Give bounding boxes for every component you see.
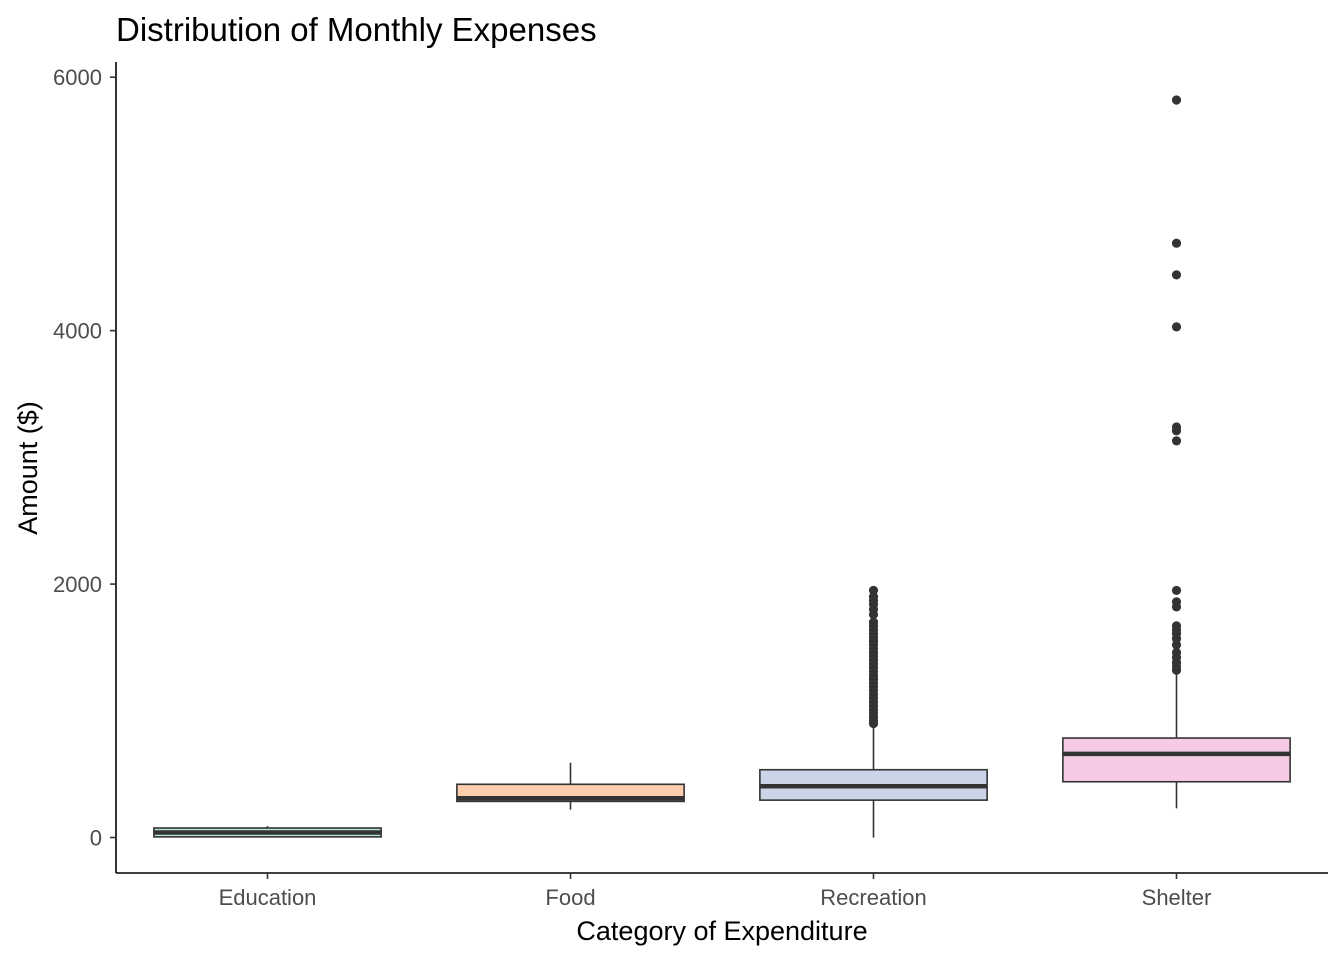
- y-tick-label: 6000: [53, 65, 102, 90]
- x-tick-label: Recreation: [820, 885, 926, 910]
- outlier-point-shelter: [1171, 640, 1182, 650]
- x-axis-title: Category of Expenditure: [576, 916, 867, 946]
- x-tick-label: Food: [545, 885, 595, 910]
- plot-area: [153, 95, 1291, 838]
- outlier-point-recreation: [868, 592, 879, 602]
- y-axis-title: Amount ($): [13, 401, 43, 535]
- outlier-point-shelter: [1171, 270, 1182, 280]
- outlier-point-shelter: [1171, 238, 1182, 248]
- outlier-point-shelter: [1171, 436, 1182, 446]
- box-recreation: [759, 585, 988, 838]
- y-axis-ticks: 0 2000 4000 6000: [53, 65, 116, 851]
- chart-title: Distribution of Monthly Expenses: [116, 11, 597, 48]
- outlier-point-shelter: [1171, 585, 1182, 596]
- x-tick-label: Education: [219, 885, 317, 910]
- outlier-point-shelter: [1171, 95, 1182, 105]
- box-education: [153, 826, 382, 838]
- outlier-point-shelter: [1171, 422, 1182, 432]
- outlier-point-recreation: [868, 585, 879, 596]
- box-shelter: [1062, 95, 1291, 809]
- y-tick-label: 0: [90, 826, 102, 851]
- outlier-point-shelter: [1171, 647, 1182, 658]
- outlier-point-shelter: [1171, 322, 1182, 332]
- box-food: [456, 762, 685, 810]
- outlier-point-shelter: [1171, 597, 1182, 607]
- box-rect-shelter: [1062, 737, 1291, 783]
- y-tick-label: 2000: [53, 572, 102, 597]
- y-tick-label: 4000: [53, 319, 102, 344]
- outlier-point-shelter: [1171, 621, 1182, 631]
- outlier-point-recreation: [868, 617, 879, 627]
- x-axis-ticks: Education Food Recreation Shelter: [219, 873, 1212, 910]
- x-tick-label: Shelter: [1142, 885, 1212, 910]
